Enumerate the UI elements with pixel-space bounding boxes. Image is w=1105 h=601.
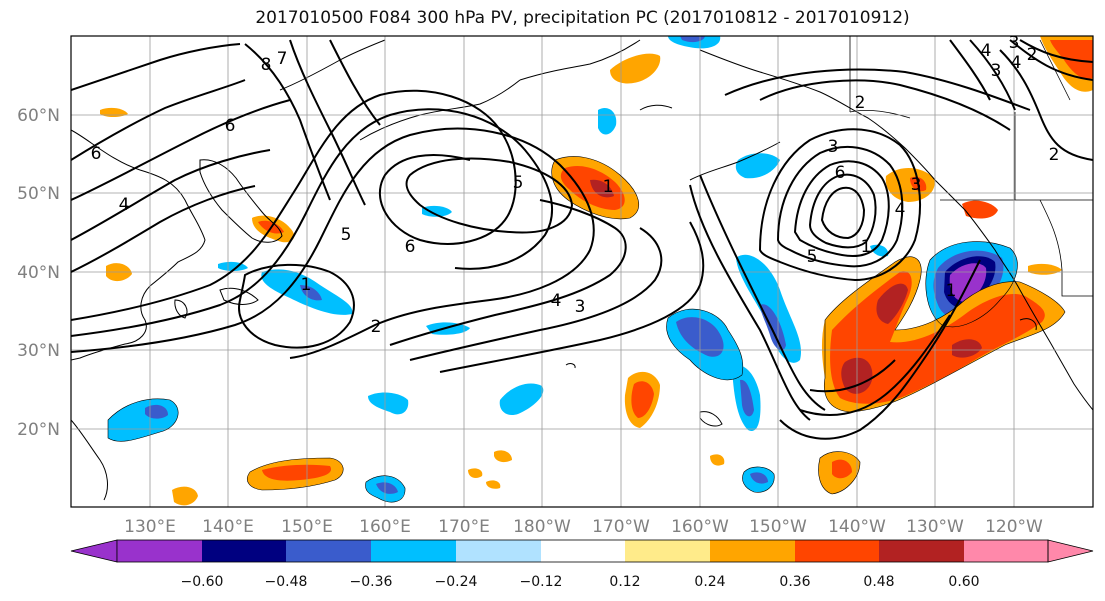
contour-label: 3 (575, 297, 586, 317)
contour-label: 2 (1049, 145, 1060, 165)
colorbar: −0.60 −0.48 −0.36 −0.24 −0.12 0.12 0.24 … (70, 539, 1094, 590)
lon-label: 160°W (671, 517, 729, 537)
colorbar-tick-label: 0.12 (609, 574, 640, 590)
contour-label: 6 (835, 163, 846, 183)
colorbar-tick-label: −0.12 (520, 574, 563, 590)
lat-label: 40°N (17, 263, 60, 283)
contour-label: 5 (341, 225, 352, 245)
lon-label: 180°W (513, 517, 571, 537)
lon-label: 160°E (359, 517, 411, 537)
lon-label: 170°W (592, 517, 650, 537)
map-title: 2017010500 F084 300 hPa PV, precipitatio… (255, 8, 910, 28)
colorbar-outline (116, 539, 1049, 563)
contour-label: 2 (855, 93, 866, 113)
contour-label: 2 (1027, 45, 1038, 65)
lon-label: 140°W (828, 517, 886, 537)
colorbar-segment (371, 540, 456, 562)
contour-label: 3 (991, 61, 1002, 81)
colorbar-tick-label: −0.36 (350, 574, 393, 590)
lon-label: 150°W (749, 517, 807, 537)
contour-label: 4 (1011, 53, 1022, 73)
contour-label: 4 (981, 41, 992, 61)
precip-contour-outlines (107, 156, 1066, 503)
map-background (71, 36, 1093, 507)
colorbar-tick-label: 0.60 (948, 574, 979, 590)
contour-label: 5 (807, 247, 818, 267)
pv-contours (71, 39, 1093, 440)
contour-label: 1 (603, 177, 614, 197)
contour-label: 4 (119, 195, 130, 215)
lon-label: 150°E (281, 517, 333, 537)
contour-label: 3 (1009, 33, 1020, 53)
colorbar-segment (879, 540, 964, 562)
colorbar-segment (964, 540, 1048, 562)
colorbar-segment (710, 540, 795, 562)
contour-label: 1 (861, 237, 872, 257)
colorbar-segment (456, 540, 541, 562)
pv-contour-labels: 8 7 6 6 5 5 6 4 3 2 1 3 6 5 1 2 4 3 4 1 … (91, 33, 1060, 337)
lon-label: 130°W (906, 517, 964, 537)
colorbar-segment (202, 540, 286, 562)
contour-label: 7 (277, 49, 288, 69)
colorbar-tick-label: 0.24 (694, 574, 725, 590)
contour-label: 1 (946, 281, 957, 301)
colorbar-segment (795, 540, 879, 562)
lat-label: 20°N (17, 420, 60, 440)
longitude-labels: 130°E 140°E 150°E 160°E 170°E 180°W 170°… (124, 517, 1043, 537)
contour-label: 6 (91, 144, 102, 164)
colorbar-extend-high (1047, 539, 1094, 563)
lat-label: 50°N (17, 184, 60, 204)
colorbar-segment (625, 540, 710, 562)
colorbar-extend-low (70, 539, 118, 563)
contour-label: 6 (405, 237, 416, 257)
contour-label: 1 (301, 275, 312, 295)
latitude-labels: 60°N 50°N 40°N 30°N 20°N (17, 106, 60, 440)
lat-label: 30°N (17, 341, 60, 361)
contour-label: 8 (261, 55, 272, 75)
colorbar-segment (117, 540, 202, 562)
colorbar-tick-label: 0.48 (863, 574, 894, 590)
contour-label: 4 (895, 200, 906, 220)
colorbar-segment (541, 540, 625, 562)
map-frame (70, 35, 1094, 508)
graticule (71, 36, 1093, 507)
colorbar-tick-label: −0.48 (265, 574, 308, 590)
contour-label: 3 (911, 175, 922, 195)
lat-label: 60°N (17, 106, 60, 126)
colorbar-tick-label: 0.36 (779, 574, 810, 590)
contour-label: 3 (828, 137, 839, 157)
contour-label: 4 (551, 291, 562, 311)
lon-label: 130°E (124, 517, 176, 537)
lon-label: 140°E (202, 517, 254, 537)
contour-label: 2 (371, 317, 382, 337)
contour-label: 5 (513, 173, 524, 193)
colorbar-segment (286, 540, 371, 562)
lon-label: 170°E (438, 517, 490, 537)
lon-label: 120°W (985, 517, 1043, 537)
colorbar-tick-label: −0.60 (181, 574, 224, 590)
contour-label: 6 (225, 116, 236, 136)
colorbar-tick-label: −0.24 (435, 574, 478, 590)
